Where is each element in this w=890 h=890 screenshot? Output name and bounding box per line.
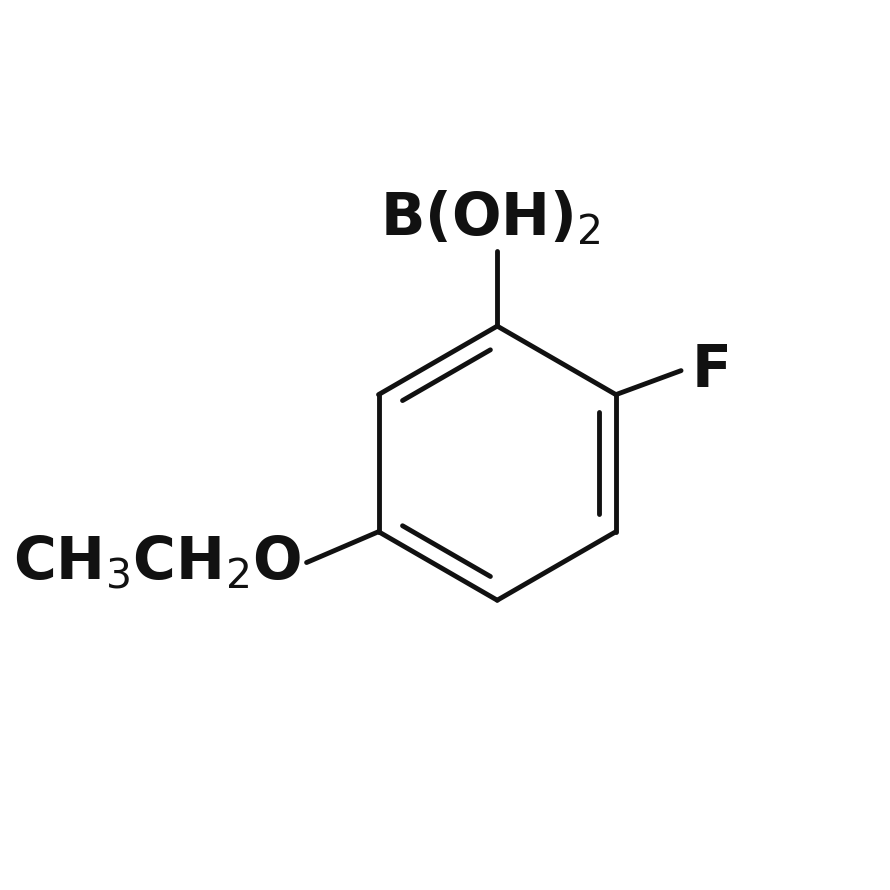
Text: F: F	[692, 342, 732, 399]
Text: B(OH)$_2$: B(OH)$_2$	[380, 189, 601, 247]
Text: CH$_3$CH$_2$O: CH$_3$CH$_2$O	[12, 534, 301, 592]
